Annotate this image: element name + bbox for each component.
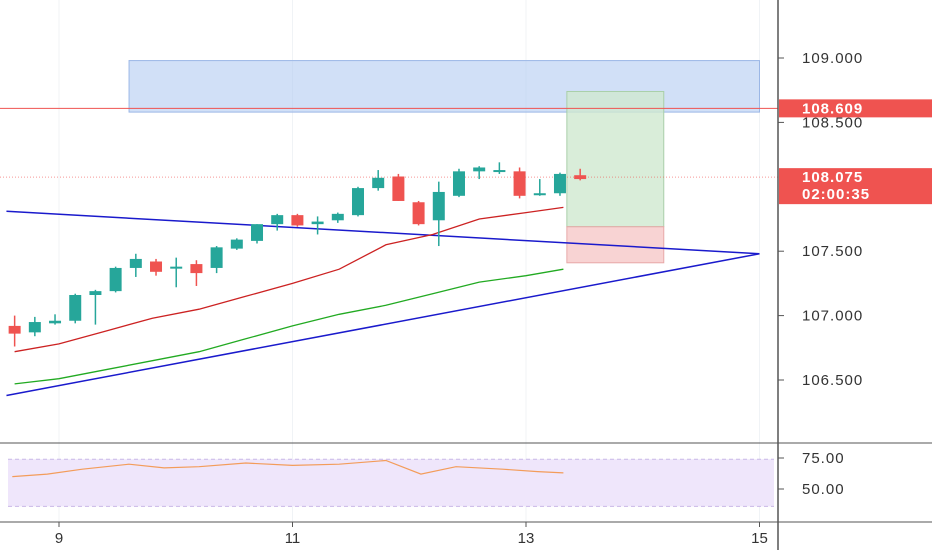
candle [533, 179, 546, 196]
trend-lines [0, 107, 778, 397]
countdown-label: 02:00:35 [802, 186, 870, 203]
candle [412, 200, 425, 226]
candle-body [574, 175, 587, 180]
candle-body [553, 173, 566, 194]
time-tick-label: 11 [285, 530, 301, 547]
candle [271, 213, 284, 231]
resistance-zone [128, 60, 761, 113]
candle-body [533, 193, 546, 196]
time-tick-label: 15 [751, 530, 768, 547]
time-tick-label: 13 [518, 530, 535, 547]
candle-body [493, 170, 506, 173]
annotation-zones [128, 60, 761, 264]
price-tick-label: 107.000 [802, 308, 863, 325]
candle-body [412, 202, 425, 225]
oscillator-pane [0, 442, 932, 507]
candle [493, 162, 506, 174]
osc-tick-label: 75.00 [802, 450, 845, 467]
moving-averages [14, 206, 564, 385]
candle-body [150, 261, 163, 272]
candle-body [311, 221, 324, 225]
candle [190, 260, 203, 286]
candle [351, 186, 364, 217]
candle [331, 212, 344, 223]
price-tick-label: 106.500 [802, 372, 863, 389]
candle-body [271, 215, 284, 225]
candle-body [392, 176, 405, 201]
candle [432, 181, 445, 247]
candle [251, 224, 264, 244]
candle-body [230, 239, 243, 249]
candle-body [210, 247, 223, 268]
ma-slow-line [14, 268, 564, 385]
stop-zone [566, 226, 665, 264]
candle [69, 293, 82, 324]
candle-body [28, 322, 41, 333]
oscillator-line [12, 459, 564, 478]
candle-body [170, 266, 183, 269]
candle [89, 289, 102, 325]
candle-body [129, 258, 142, 268]
time-tick-label: 9 [55, 530, 63, 547]
candle-body [190, 264, 203, 274]
osc-tick-label: 50.00 [802, 481, 845, 498]
price-tick-label: 109.000 [802, 50, 863, 67]
candle-body [432, 191, 445, 221]
last-price-tag [779, 168, 932, 205]
candle-body [291, 215, 304, 226]
candle-body [251, 224, 264, 241]
price-tick-label: 108.500 [802, 114, 863, 131]
candle [372, 170, 385, 191]
candle-body [69, 294, 82, 321]
candle-body [513, 171, 526, 196]
candle-body [109, 267, 122, 292]
candle [109, 266, 122, 293]
candle [8, 315, 21, 347]
last-price-label: 108.075 [802, 169, 863, 186]
candle-body [372, 177, 385, 189]
candle [291, 213, 304, 227]
level-price-tag-label: 108.609 [802, 100, 863, 117]
candle [574, 168, 587, 181]
candle-body [89, 291, 102, 295]
candle [170, 257, 183, 288]
candle-body [8, 325, 21, 334]
candle [452, 168, 465, 198]
target-zone [566, 90, 665, 228]
candle [553, 172, 566, 196]
ma-fast-line [14, 206, 564, 353]
candle-body [331, 213, 344, 221]
candles [8, 162, 587, 347]
candle [49, 314, 62, 325]
candle-body [49, 320, 62, 324]
candle-body [351, 188, 364, 216]
level-price-tag [779, 99, 932, 118]
candle [392, 173, 405, 201]
oscillator-band [8, 459, 774, 507]
candle-body [473, 167, 486, 172]
candle [210, 246, 223, 274]
candle [150, 258, 163, 276]
candle-body [452, 171, 465, 196]
candle [28, 316, 41, 337]
candle [230, 238, 243, 250]
candle [129, 253, 142, 277]
triangle-lower-line [6, 253, 760, 397]
price-tick-label: 107.500 [802, 243, 863, 260]
candle [311, 216, 324, 235]
candle [473, 166, 486, 180]
candle [513, 167, 526, 199]
triangle-upper-line [6, 210, 760, 255]
